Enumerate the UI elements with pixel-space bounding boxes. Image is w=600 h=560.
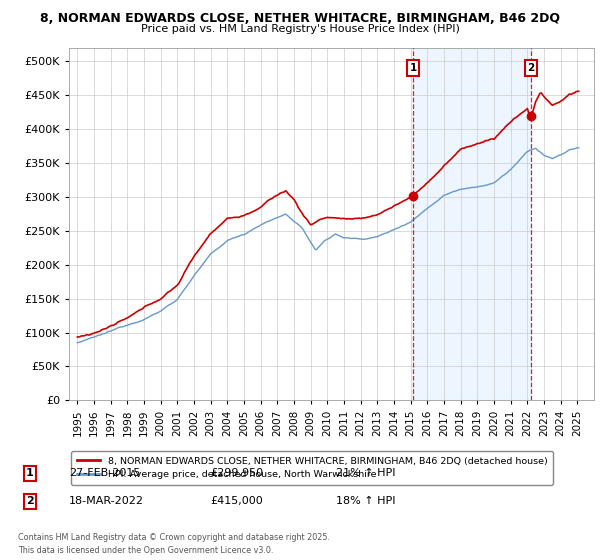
Text: 1: 1 <box>26 468 34 478</box>
Text: 2: 2 <box>26 496 34 506</box>
Text: Contains HM Land Registry data © Crown copyright and database right 2025.
This d: Contains HM Land Registry data © Crown c… <box>18 533 330 554</box>
Text: 2: 2 <box>527 63 535 73</box>
Text: 1: 1 <box>410 63 417 73</box>
Text: £415,000: £415,000 <box>210 496 263 506</box>
Text: £299,950: £299,950 <box>210 468 263 478</box>
Text: 27-FEB-2015: 27-FEB-2015 <box>69 468 140 478</box>
Legend: 8, NORMAN EDWARDS CLOSE, NETHER WHITACRE, BIRMINGHAM, B46 2DQ (detached house), : 8, NORMAN EDWARDS CLOSE, NETHER WHITACRE… <box>71 451 553 485</box>
Text: 18% ↑ HPI: 18% ↑ HPI <box>336 496 395 506</box>
Bar <box>413 48 531 400</box>
Text: 18-MAR-2022: 18-MAR-2022 <box>69 496 144 506</box>
Text: Price paid vs. HM Land Registry's House Price Index (HPI): Price paid vs. HM Land Registry's House … <box>140 24 460 34</box>
Text: 8, NORMAN EDWARDS CLOSE, NETHER WHITACRE, BIRMINGHAM, B46 2DQ: 8, NORMAN EDWARDS CLOSE, NETHER WHITACRE… <box>40 12 560 25</box>
Text: 21% ↑ HPI: 21% ↑ HPI <box>336 468 395 478</box>
